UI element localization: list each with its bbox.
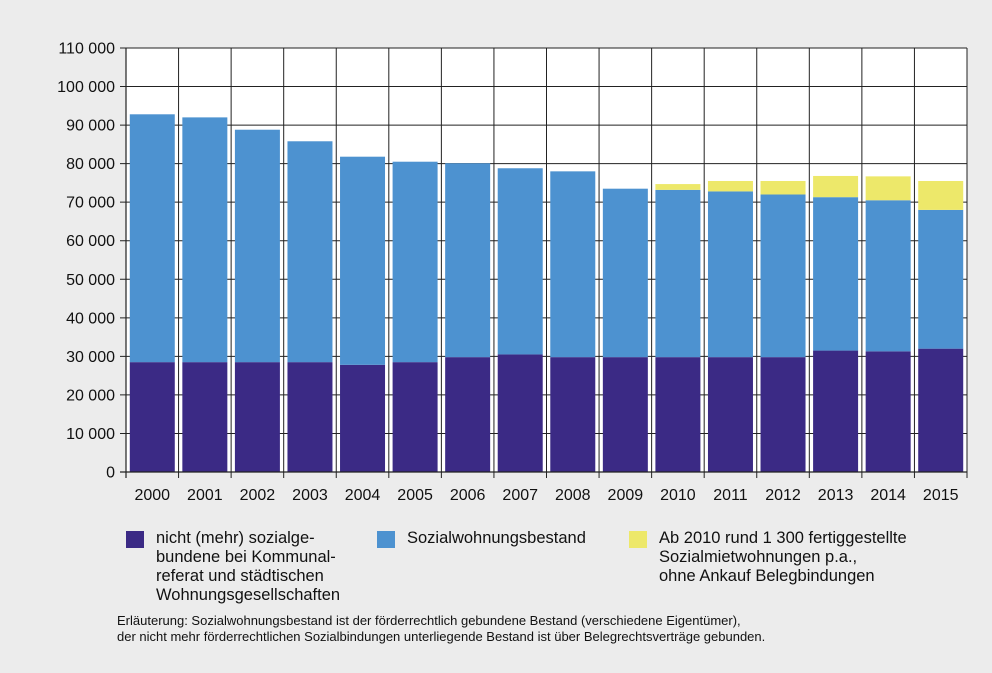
bar-segment-2013-series-0 <box>813 350 859 472</box>
explanation-note: Erläuterung: Sozialwohnungsbestand ist d… <box>117 613 765 645</box>
y-tick-label: 50 000 <box>66 272 115 289</box>
bar-segment-2014-series-1 <box>865 200 911 352</box>
y-tick-label: 40 000 <box>66 310 115 327</box>
x-tick-label: 2007 <box>502 487 538 504</box>
y-tick-label: 30 000 <box>66 349 115 366</box>
y-tick-label: 10 000 <box>66 426 115 443</box>
bar-segment-2007-series-0 <box>497 354 543 472</box>
x-tick-label: 2006 <box>450 487 486 504</box>
x-tick-label: 2011 <box>713 487 748 504</box>
x-tick-label: 2012 <box>765 487 801 504</box>
bar-segment-2007-series-1 <box>497 168 543 355</box>
bar-segment-2009-series-0 <box>602 357 648 472</box>
bar-segment-2011-series-0 <box>707 357 753 472</box>
x-tick-label: 2008 <box>555 487 591 504</box>
bar-segment-2012-series-0 <box>760 357 806 472</box>
y-tick-label: 80 000 <box>66 156 115 173</box>
bar-segment-2010-series-2 <box>655 184 701 190</box>
x-tick-label: 2000 <box>134 487 170 504</box>
y-tick-label: 20 000 <box>66 387 115 404</box>
x-tick-label: 2002 <box>240 487 276 504</box>
bar-segment-2012-series-2 <box>760 180 806 195</box>
bar-segment-2015-series-2 <box>918 180 964 210</box>
bar-segment-2013-series-1 <box>813 197 859 351</box>
bar-segment-2012-series-1 <box>760 194 806 358</box>
bar-segment-2014-series-2 <box>865 176 911 201</box>
y-tick-label: 0 <box>106 465 115 482</box>
bar-segment-2001-series-1 <box>182 117 228 363</box>
x-tick-label: 2014 <box>870 487 906 504</box>
explanation-line-1: Erläuterung: Sozialwohnungsbestand ist d… <box>117 613 741 628</box>
bar-segment-2006-series-0 <box>445 357 491 472</box>
x-tick-label: 2013 <box>818 487 854 504</box>
bar-segment-2003-series-1 <box>287 141 333 363</box>
bar-segment-2010-series-0 <box>655 357 701 472</box>
x-tick-label: 2003 <box>292 487 328 504</box>
x-tick-label: 2009 <box>608 487 644 504</box>
bar-segment-2010-series-1 <box>655 189 701 358</box>
bar-segment-2004-series-0 <box>340 364 386 472</box>
bar-segment-2008-series-1 <box>550 171 596 358</box>
y-tick-label: 110 000 <box>58 41 115 58</box>
bar-segment-2011-series-2 <box>707 180 753 192</box>
y-tick-label: 100 000 <box>57 79 115 96</box>
explanation-line-2: der nicht mehr förderrechtlichen Sozialb… <box>117 629 766 644</box>
bar-segment-2008-series-0 <box>550 357 596 472</box>
bar-segment-2003-series-0 <box>287 362 333 472</box>
bar-segment-2000-series-0 <box>129 362 175 472</box>
bar-segment-2005-series-1 <box>392 161 438 363</box>
bar-segment-2009-series-1 <box>602 188 648 358</box>
bar-segment-2002-series-1 <box>234 129 280 363</box>
bar-segment-2005-series-0 <box>392 362 438 472</box>
bar-segment-2015-series-1 <box>918 209 964 349</box>
bar-segment-2014-series-0 <box>865 351 911 472</box>
bar-segment-2013-series-2 <box>813 175 859 198</box>
bar-segment-2006-series-1 <box>445 163 491 358</box>
y-tick-label: 60 000 <box>66 233 115 250</box>
y-tick-label: 70 000 <box>66 195 115 212</box>
bar-segment-2011-series-1 <box>707 191 753 358</box>
x-tick-label: 2001 <box>187 487 223 504</box>
x-tick-label: 2010 <box>660 487 696 504</box>
bar-segment-2001-series-0 <box>182 362 228 472</box>
x-tick-label: 2015 <box>923 487 959 504</box>
bar-segment-2015-series-0 <box>918 348 964 472</box>
bar-segment-2000-series-1 <box>129 114 175 363</box>
bar-segment-2004-series-1 <box>340 156 386 365</box>
bar-segment-2002-series-0 <box>234 362 280 472</box>
x-tick-label: 2004 <box>345 487 381 504</box>
y-tick-label: 90 000 <box>66 118 115 135</box>
x-tick-label: 2005 <box>397 487 433 504</box>
